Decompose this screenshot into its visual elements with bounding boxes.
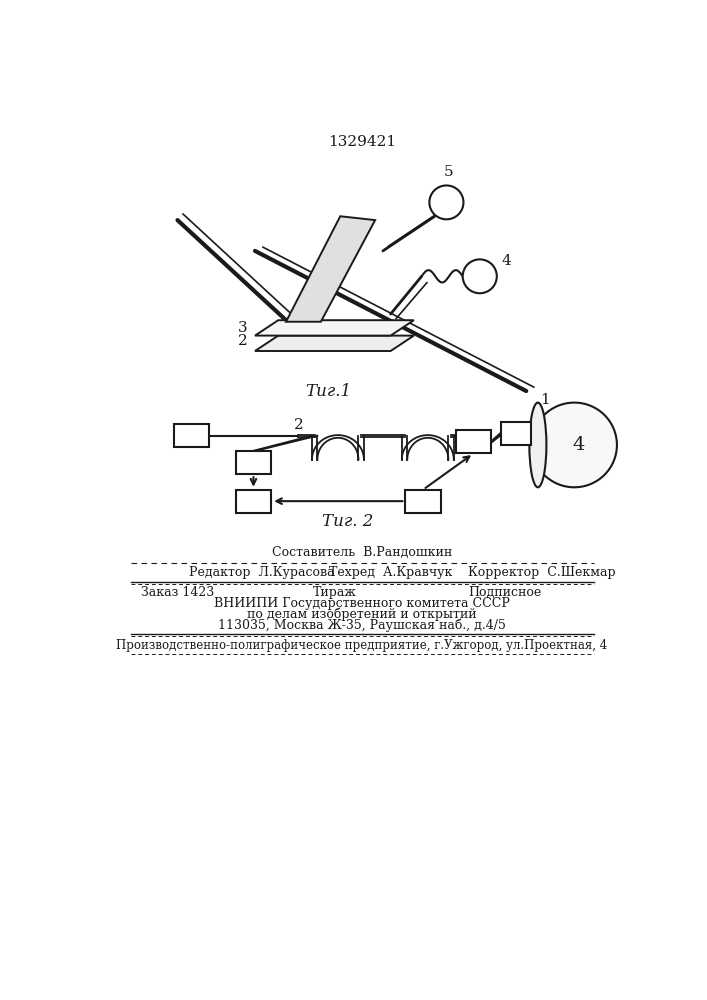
Text: 113035, Москва Ж-35, Раушская наб., д.4/5: 113035, Москва Ж-35, Раушская наб., д.4/… — [218, 618, 506, 632]
Text: Техред  А.Кравчук: Техред А.Кравчук — [329, 566, 452, 579]
Text: 3: 3 — [511, 426, 521, 440]
Text: 1329421: 1329421 — [328, 135, 396, 149]
Text: 6: 6 — [249, 456, 258, 470]
Text: 5: 5 — [444, 165, 454, 179]
Text: 2: 2 — [294, 418, 304, 432]
FancyBboxPatch shape — [405, 490, 441, 513]
Polygon shape — [255, 320, 414, 336]
Ellipse shape — [530, 403, 547, 487]
Text: по делам изобретений и открытий: по делам изобретений и открытий — [247, 608, 477, 621]
Text: Τиг.1: Τиг.1 — [305, 383, 351, 400]
Polygon shape — [286, 216, 375, 322]
FancyBboxPatch shape — [235, 451, 271, 474]
Text: 8: 8 — [249, 494, 258, 508]
Text: Заказ 1423: Заказ 1423 — [141, 586, 214, 599]
Circle shape — [429, 185, 464, 219]
Text: 3: 3 — [238, 321, 247, 335]
Text: Корректор  С.Шекмар: Корректор С.Шекмар — [468, 566, 616, 579]
FancyBboxPatch shape — [456, 430, 491, 453]
Text: Редактор  Л.Курасова: Редактор Л.Курасова — [189, 566, 334, 579]
Text: ВНИИПИ Государственного комитета СССР: ВНИИПИ Государственного комитета СССР — [214, 597, 510, 610]
Text: 1: 1 — [187, 429, 197, 443]
Text: Составитель  В.Рандошкин: Составитель В.Рандошкин — [271, 546, 452, 559]
Text: 4: 4 — [501, 254, 511, 268]
Circle shape — [462, 259, 497, 293]
FancyBboxPatch shape — [235, 490, 271, 513]
Circle shape — [532, 403, 617, 487]
Text: Производственно-полиграфическое предприятие, г.Ужгород, ул.Проектная, 4: Производственно-полиграфическое предприя… — [117, 639, 607, 652]
Text: 5: 5 — [469, 435, 479, 449]
Text: 7: 7 — [419, 494, 428, 508]
Text: 2: 2 — [238, 334, 247, 348]
FancyBboxPatch shape — [501, 422, 531, 445]
Text: Тираж: Тираж — [313, 586, 357, 599]
Text: Τиг. 2: Τиг. 2 — [322, 513, 374, 530]
Polygon shape — [255, 336, 414, 351]
FancyBboxPatch shape — [174, 424, 209, 447]
Text: 1: 1 — [540, 393, 550, 407]
Text: 4: 4 — [572, 436, 585, 454]
Text: Подписное: Подписное — [468, 586, 542, 599]
